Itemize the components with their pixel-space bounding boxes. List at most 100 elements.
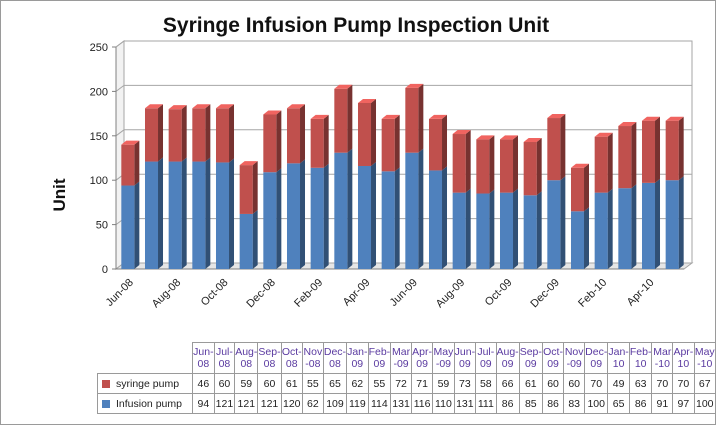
x-tick-label: Jun-09 (388, 277, 420, 309)
bar-segment (523, 195, 537, 269)
y-tick-label: 0 (102, 264, 108, 276)
bar-side (442, 166, 448, 269)
table-header-cell: May -09 (432, 342, 455, 374)
data-label: 131 (453, 393, 477, 414)
data-label: 59 (432, 373, 455, 394)
bar-segment (239, 165, 253, 214)
bar-side (300, 159, 306, 269)
bar-segment (168, 161, 182, 269)
bar-segment (499, 192, 514, 269)
data-label: 111 (475, 393, 497, 414)
x-tick-label: Dec-09 (528, 277, 562, 311)
table-header-cell: Aug- 09 (495, 342, 520, 374)
data-label: 85 (518, 393, 543, 414)
data-label: 121 (213, 393, 236, 414)
bar-segment (452, 192, 466, 269)
bar-segment (499, 139, 514, 193)
bar-side (323, 114, 329, 168)
bar-segment (381, 118, 395, 172)
bar-top (192, 104, 211, 109)
bar-segment (618, 126, 632, 189)
legend-entry: Infusion pump (96, 393, 194, 414)
bar-top (523, 138, 542, 143)
table-header-cell: Apr- 10 (672, 342, 695, 374)
bar-side (300, 104, 306, 164)
bar-segment (334, 152, 348, 269)
bar-segment (310, 167, 324, 269)
data-label: 86 (628, 393, 653, 414)
x-tick-label: Apr-10 (625, 277, 657, 309)
bar-top (121, 140, 140, 145)
table-header-cell: Jun- 08 (192, 342, 215, 374)
bar-side (442, 114, 448, 171)
table-header-cell: May -10 (693, 342, 716, 374)
legend-swatch (102, 379, 110, 388)
y-tick-label: 100 (90, 175, 108, 187)
bar-segment (665, 120, 679, 181)
table-header-cell: Mar -09 (390, 342, 412, 374)
bar-top (405, 83, 424, 88)
bar-segment (334, 88, 348, 153)
bar-side (536, 191, 542, 269)
table-header-cell: Jan- 10 (607, 342, 630, 374)
bar-side (394, 167, 400, 269)
bar-top (239, 161, 258, 166)
table-header-cell: Jan- 09 (346, 342, 369, 374)
bar-side (394, 114, 400, 172)
bar-side (631, 122, 637, 189)
data-label: 61 (518, 373, 543, 394)
data-label: 100 (693, 393, 716, 414)
bar-side (158, 157, 164, 269)
bar-segment (168, 109, 182, 162)
x-tick-label: Aug-08 (150, 277, 184, 311)
data-label: 62 (301, 393, 324, 414)
gridline-side (115, 85, 125, 92)
bar-segment (570, 211, 585, 269)
bar-side (584, 163, 590, 212)
bar-side (181, 105, 187, 162)
bar-side (513, 135, 519, 193)
bar-side (607, 132, 613, 193)
x-tick-label: Oct-09 (483, 277, 515, 309)
bar-segment (594, 136, 608, 193)
data-label: 116 (410, 393, 434, 414)
chart-title: Syringe Infusion Pump Inspection Unit (162, 14, 550, 37)
y-tick-label: 50 (96, 220, 108, 232)
bar-top (263, 110, 282, 115)
bar-segment (144, 108, 159, 162)
bar-side (489, 189, 495, 269)
bar-segment (357, 165, 372, 269)
data-label: 61 (280, 373, 303, 394)
data-label: 63 (628, 373, 653, 394)
bar-top (547, 114, 566, 119)
y-tick-label: 250 (90, 42, 108, 54)
table-header-cell: Oct- 08 (280, 342, 303, 374)
x-tick-label: Dec-08 (244, 277, 278, 311)
table-header-cell: Oct- 09 (541, 342, 565, 374)
table-header-cell: Sep- 09 (518, 342, 543, 374)
bar-segment (594, 192, 608, 269)
bar-segment (523, 142, 537, 196)
data-label: 55 (301, 373, 324, 394)
bar-segment (192, 161, 206, 269)
gridline-side (115, 129, 125, 137)
data-label: 97 (672, 393, 695, 414)
table-header-cell: Aug- 08 (234, 342, 259, 374)
bar-side (276, 110, 282, 173)
bar-top (310, 114, 329, 119)
bar-segment (121, 185, 135, 269)
data-label: 71 (410, 373, 434, 394)
data-label: 46 (192, 373, 215, 394)
bar-segment (286, 163, 301, 269)
bar-segment (452, 134, 466, 193)
bar-side (205, 104, 211, 162)
table-corner (97, 342, 194, 374)
bar-segment (381, 171, 395, 269)
data-label: 86 (541, 393, 565, 414)
bar-segment (547, 118, 561, 181)
bar-segment (192, 108, 206, 162)
series-name: Infusion pump (116, 397, 182, 410)
data-label: 100 (584, 393, 609, 414)
bar-segment (121, 144, 135, 186)
series-name: syringe pump (116, 377, 180, 390)
